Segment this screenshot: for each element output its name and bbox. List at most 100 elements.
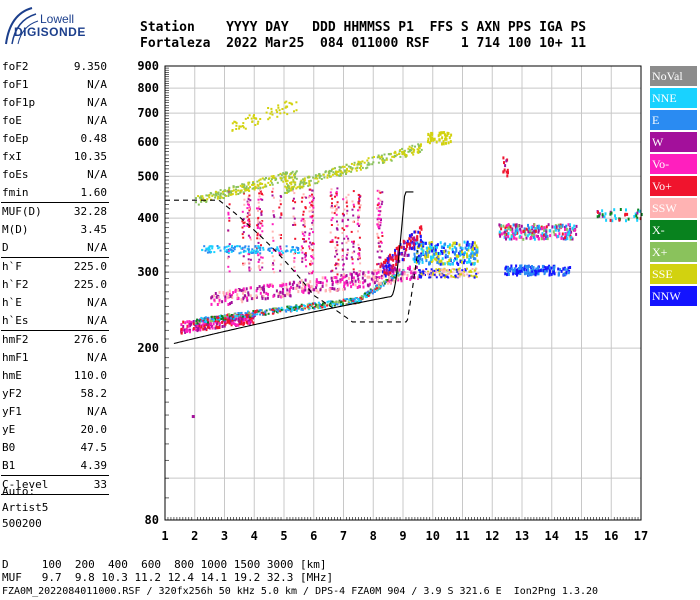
echo-point [537,237,540,240]
echo-point [228,289,231,293]
x-tick-label: 12 [485,529,499,543]
echo-point [238,320,241,324]
echo-point [212,319,215,322]
echo-point [510,264,513,268]
echo-point [421,270,424,273]
echo-point [246,200,249,203]
echo-point [436,269,439,272]
echo-point [203,320,206,323]
echo-point [354,279,357,283]
echo-point [377,286,380,289]
echo-point [430,243,433,247]
echo-point [448,272,451,275]
echo-point [272,239,275,242]
echo-point [262,186,264,189]
echo-point [205,318,208,321]
param-name: h`Es [2,314,29,327]
param-name: D [2,241,9,254]
echo-point [317,290,320,294]
echo-point [271,183,274,186]
echo-point [406,273,409,277]
echo-point [299,182,302,185]
echo-point [206,323,209,327]
echo-traces [180,100,643,419]
echo-point [504,267,507,271]
echo-point [469,269,472,272]
echo-point [520,224,523,228]
echo-point [512,233,515,237]
echo-point [444,135,447,138]
echo-point [261,261,264,264]
echo-point [297,247,300,250]
param-row: B1 4.39 [0,457,110,475]
param-name: fxI [2,150,22,163]
echo-point [380,241,383,244]
echo-point [402,269,405,272]
echo-point [277,307,280,310]
echo-point [438,138,441,142]
echo-point [508,268,511,272]
echo-point [217,191,220,194]
echo-point [463,240,466,244]
echo-point [234,245,236,248]
echo-point [335,213,338,216]
echo-point [227,252,230,254]
echo-point [438,270,440,273]
echo-point [293,181,296,184]
echo-point [360,300,363,303]
echo-point [344,169,347,172]
echo-point [403,150,406,153]
echo-point [534,227,537,230]
echo-point [196,322,199,325]
echo-point [308,245,311,248]
echo-point [310,272,313,275]
echo-point [239,125,242,128]
echo-point [373,156,375,158]
echo-point [261,182,264,185]
echo-point [388,263,391,267]
echo-point [286,191,288,194]
echo-point [434,248,437,252]
echo-point [513,236,516,240]
echo-point [323,176,326,179]
echo-point [392,269,394,273]
echo-point [229,319,232,323]
echo-point [294,201,297,204]
echo-point [434,271,437,274]
echo-point [455,268,458,271]
echo-point [197,195,200,198]
echo-point [336,273,339,276]
echo-point [376,223,379,226]
echo-point [550,272,553,276]
echo-point [300,179,303,182]
echo-point [221,300,224,304]
echo-point [312,206,315,209]
echo-point [334,167,336,170]
echo-point [609,212,612,216]
echo-point [257,261,260,263]
echo-point [258,205,260,208]
echo-point [239,191,242,194]
echo-point [347,239,350,242]
echo-point [559,223,562,227]
echo-point [241,210,244,213]
echo-point [341,301,344,304]
echo-point [560,269,563,273]
echo-point [379,191,382,194]
echo-point [416,238,419,242]
echo-point [627,217,630,221]
echo-point [444,249,447,253]
echo-point [543,228,546,232]
echo-point [554,228,557,232]
echo-point [451,247,454,251]
echo-point [297,290,300,294]
echo-point [260,210,263,213]
echo-point [506,174,509,178]
echo-point [326,304,329,307]
echo-point [425,259,428,263]
echo-point [569,227,572,231]
echo-point [440,276,443,279]
echo-point [257,221,260,224]
echo-point [605,218,608,222]
